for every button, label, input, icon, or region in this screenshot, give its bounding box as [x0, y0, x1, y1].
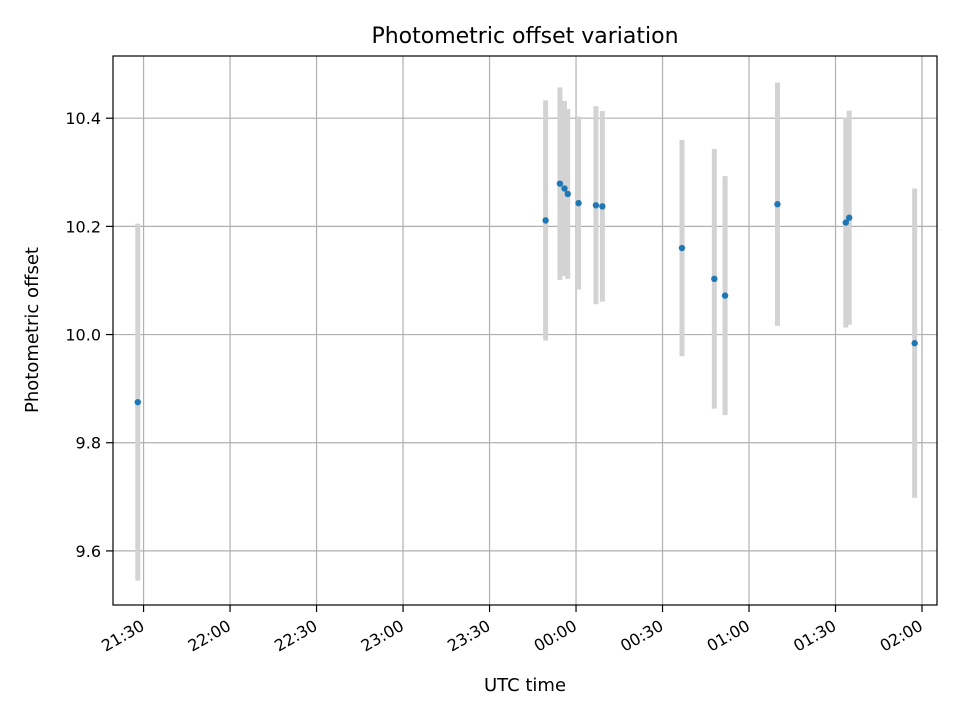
- data-point: [575, 199, 582, 207]
- y-tick-label: 10.4: [65, 109, 101, 128]
- data-point: [561, 185, 568, 192]
- data-point: [911, 340, 918, 347]
- grid-layer: [113, 56, 937, 605]
- y-tick-label: 10.0: [65, 326, 101, 345]
- data-point: [842, 219, 849, 226]
- data-point: [542, 217, 549, 224]
- y-tick-label: 10.2: [65, 217, 101, 236]
- x-axis-label: UTC time: [484, 675, 566, 696]
- data-point: [599, 203, 606, 210]
- data-point: [711, 275, 718, 283]
- chart-title: Photometric offset variation: [371, 24, 678, 49]
- data-point: [134, 398, 141, 406]
- data-point: [721, 292, 729, 299]
- plot-frame: [112, 55, 938, 606]
- data-point: [592, 202, 600, 209]
- point-layer: [134, 180, 918, 406]
- y-tick-label: 9.6: [76, 542, 101, 561]
- data-point: [564, 190, 571, 198]
- y-axis-label: Photometric offset: [22, 247, 43, 413]
- data-point: [678, 244, 686, 252]
- data-point: [556, 180, 564, 187]
- y-tick-label: 9.8: [76, 434, 101, 453]
- data-point: [846, 214, 853, 221]
- data-point: [774, 201, 781, 208]
